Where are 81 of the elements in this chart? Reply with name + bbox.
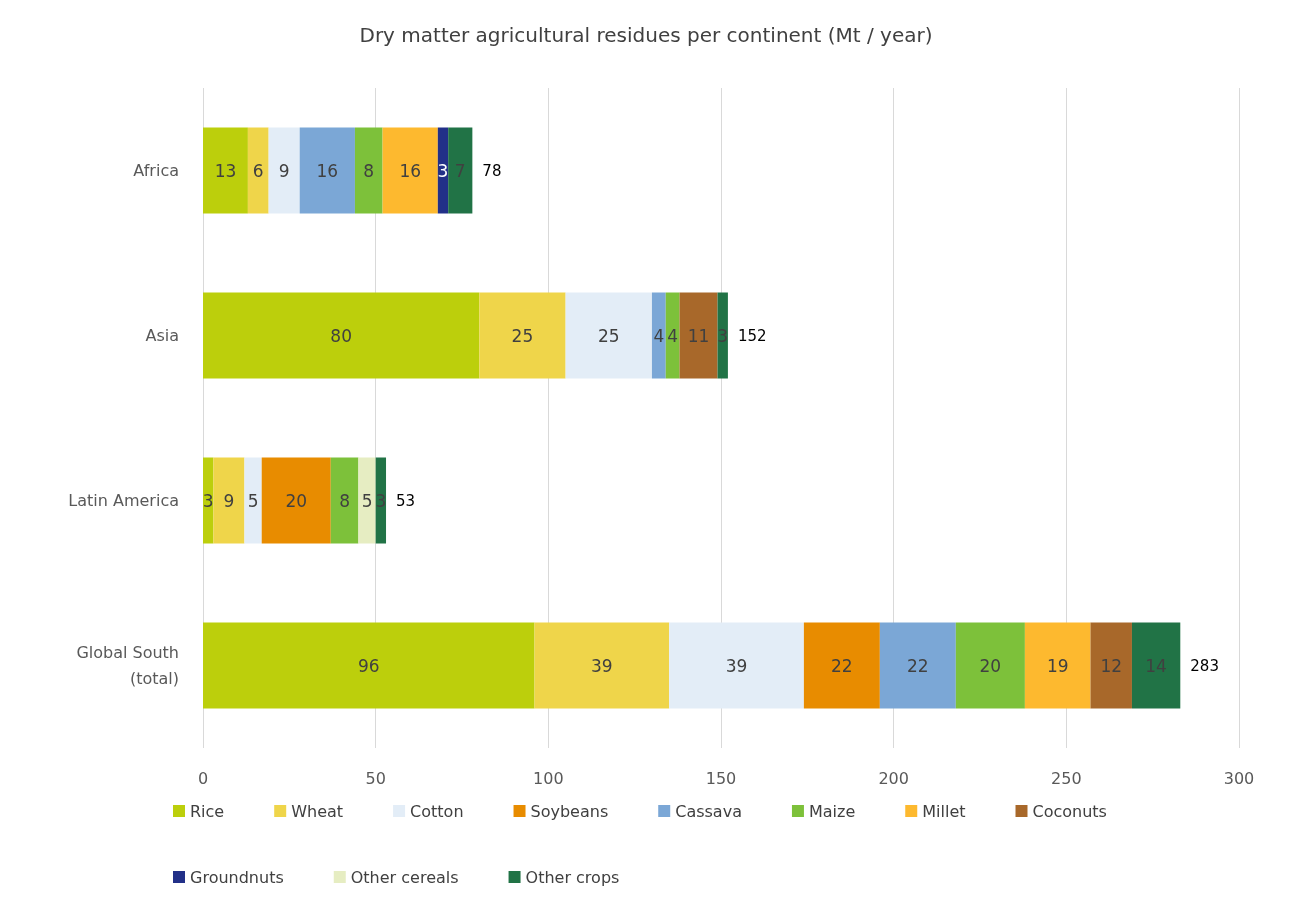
x-tick-label: 0 bbox=[197, 768, 209, 788]
data-label: 6 bbox=[252, 160, 264, 181]
data-label: 22 bbox=[831, 655, 853, 676]
data-label: 8 bbox=[363, 160, 375, 181]
legend-label: Other cereals bbox=[350, 867, 459, 887]
bar bbox=[651, 292, 666, 379]
bar bbox=[1090, 622, 1132, 709]
legend-label: Other crops bbox=[525, 867, 620, 887]
bar bbox=[382, 127, 438, 214]
data-label: 5 bbox=[247, 490, 259, 511]
data-label: 19 bbox=[1046, 655, 1069, 676]
bar bbox=[803, 622, 880, 709]
bar bbox=[299, 127, 355, 214]
x-tick-label: 50 bbox=[365, 768, 386, 788]
data-label: 16 bbox=[399, 160, 422, 181]
data-label: 9 bbox=[223, 490, 235, 511]
bar bbox=[955, 622, 1025, 709]
bar bbox=[358, 457, 376, 544]
data-label: 39 bbox=[725, 655, 748, 676]
bar bbox=[879, 622, 956, 709]
data-label: 9 bbox=[278, 160, 290, 181]
data-label: 4 bbox=[653, 325, 665, 346]
bar bbox=[244, 457, 262, 544]
y-tick-label: Africa bbox=[133, 161, 179, 180]
bar bbox=[203, 292, 480, 379]
bar bbox=[1024, 622, 1091, 709]
data-label: 39 bbox=[591, 655, 613, 676]
bar bbox=[261, 457, 331, 544]
bar bbox=[268, 127, 300, 214]
chart-title: Dry matter agricultural residues per continent (Mt / year) bbox=[359, 23, 933, 47]
legend-label: Cassava bbox=[675, 801, 742, 821]
data-label: 96 bbox=[357, 655, 380, 676]
data-label: 4 bbox=[667, 325, 679, 346]
y-tick-label: Asia bbox=[145, 326, 179, 345]
legend-label: Millet bbox=[922, 801, 966, 821]
data-label: 12 bbox=[1100, 655, 1123, 676]
bar bbox=[354, 127, 383, 214]
total-label: 78 bbox=[482, 161, 502, 180]
total-label: 152 bbox=[737, 326, 767, 345]
bar bbox=[330, 457, 359, 544]
data-label: 20 bbox=[979, 655, 1002, 676]
data-label: 13 bbox=[214, 160, 237, 181]
bar bbox=[448, 127, 473, 214]
bar bbox=[669, 622, 804, 709]
data-label: 25 bbox=[597, 325, 620, 346]
legend-label: Maize bbox=[808, 801, 856, 821]
data-label: 8 bbox=[339, 490, 350, 511]
bar bbox=[565, 292, 652, 379]
data-label: 22 bbox=[907, 655, 929, 676]
data-label: 3 bbox=[202, 490, 214, 511]
bar bbox=[479, 292, 566, 379]
data-label: 16 bbox=[316, 160, 339, 181]
legend-label: Soybeans bbox=[530, 801, 609, 821]
data-label: 5 bbox=[361, 490, 373, 511]
legend-label: Cotton bbox=[410, 801, 464, 821]
x-tick-label: 250 bbox=[1051, 768, 1082, 788]
legend-label: Rice bbox=[190, 801, 225, 821]
x-tick-label: 150 bbox=[705, 768, 737, 788]
data-label: 11 bbox=[687, 325, 710, 346]
bar bbox=[203, 127, 248, 214]
x-tick-label: 300 bbox=[1223, 768, 1255, 788]
data-label: 80 bbox=[330, 325, 352, 346]
x-tick-label: 100 bbox=[533, 768, 564, 788]
bar bbox=[247, 127, 269, 214]
y-tick-label: Global South (total) bbox=[76, 643, 179, 688]
bar bbox=[213, 457, 245, 544]
legend-label: Wheat bbox=[291, 801, 344, 821]
bar bbox=[1131, 622, 1181, 709]
total-label: 283 bbox=[1190, 656, 1219, 675]
bar bbox=[203, 622, 535, 709]
data-label: 20 bbox=[285, 490, 308, 511]
legend-label: Coconuts bbox=[1032, 801, 1107, 821]
y-tick-label: Latin America bbox=[68, 491, 179, 510]
data-label: 25 bbox=[511, 325, 534, 346]
bar bbox=[679, 292, 718, 379]
x-tick-label: 200 bbox=[878, 768, 909, 788]
data-label: 3 bbox=[437, 160, 449, 181]
total-label: 53 bbox=[396, 491, 416, 510]
bar bbox=[534, 622, 670, 709]
bar bbox=[665, 292, 680, 379]
legend-label: Groundnuts bbox=[190, 867, 284, 887]
